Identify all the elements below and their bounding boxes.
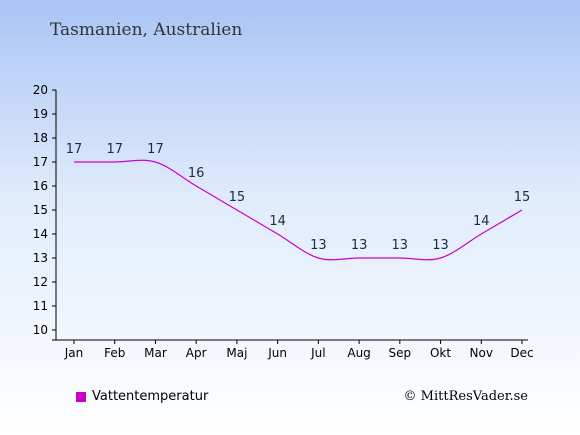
y-tick-label: 15 — [33, 203, 48, 217]
y-tick-label: 13 — [33, 251, 48, 265]
legend: Vattentemperatur — [76, 389, 208, 404]
y-tick-label: 20 — [33, 83, 48, 97]
x-tick-label: Apr — [186, 346, 207, 360]
legend-swatch — [76, 391, 86, 402]
data-label: 13 — [432, 238, 449, 253]
y-tick-label: 18 — [33, 131, 48, 145]
x-tick-label: Jan — [64, 346, 84, 360]
x-tick-label: Nov — [470, 346, 493, 360]
data-label: 17 — [147, 142, 164, 157]
data-label: 15 — [229, 190, 246, 205]
x-tick-label: Dec — [510, 346, 533, 360]
y-tick-label: 16 — [33, 179, 48, 193]
data-labels: 17 17 17 16 15 14 13 13 13 13 14 15 — [66, 142, 531, 253]
data-label: 14 — [473, 214, 490, 229]
credit-text: © MittResVader.se — [403, 389, 528, 404]
y-tick-label: 12 — [33, 275, 48, 289]
data-label: 14 — [269, 214, 286, 229]
x-tick-label: Feb — [104, 346, 125, 360]
data-label: 13 — [351, 238, 368, 253]
x-tick-label: Maj — [226, 346, 247, 360]
y-tick-label: 10 — [33, 323, 48, 337]
x-tick-label: Jul — [310, 346, 325, 360]
series-line-vattentemperatur — [74, 159, 523, 261]
x-tick-label: Aug — [347, 346, 370, 360]
x-tick-label: Jun — [267, 346, 287, 360]
y-tick-label: 19 — [33, 107, 48, 121]
y-tick-label: 14 — [33, 227, 48, 241]
data-label: 17 — [106, 142, 123, 157]
data-label: 13 — [392, 238, 409, 253]
x-tick-label: Mar — [144, 346, 167, 360]
axes: 10 11 12 13 14 15 16 17 18 19 20 Jan Feb Mar Apr Maj Jun… — [33, 83, 534, 360]
y-tick-label: 11 — [33, 299, 48, 313]
x-tick-label: Sep — [389, 346, 412, 360]
data-label: 15 — [514, 190, 531, 205]
chart-title: Tasmanien, Australien — [50, 20, 243, 40]
data-label: 16 — [188, 166, 205, 181]
series-layer — [74, 159, 523, 261]
legend-label: Vattentemperatur — [92, 389, 209, 404]
y-tick-label: 17 — [33, 155, 48, 169]
data-label: 17 — [66, 142, 83, 157]
data-label: 13 — [310, 238, 327, 253]
x-tick-label: Okt — [430, 346, 451, 360]
